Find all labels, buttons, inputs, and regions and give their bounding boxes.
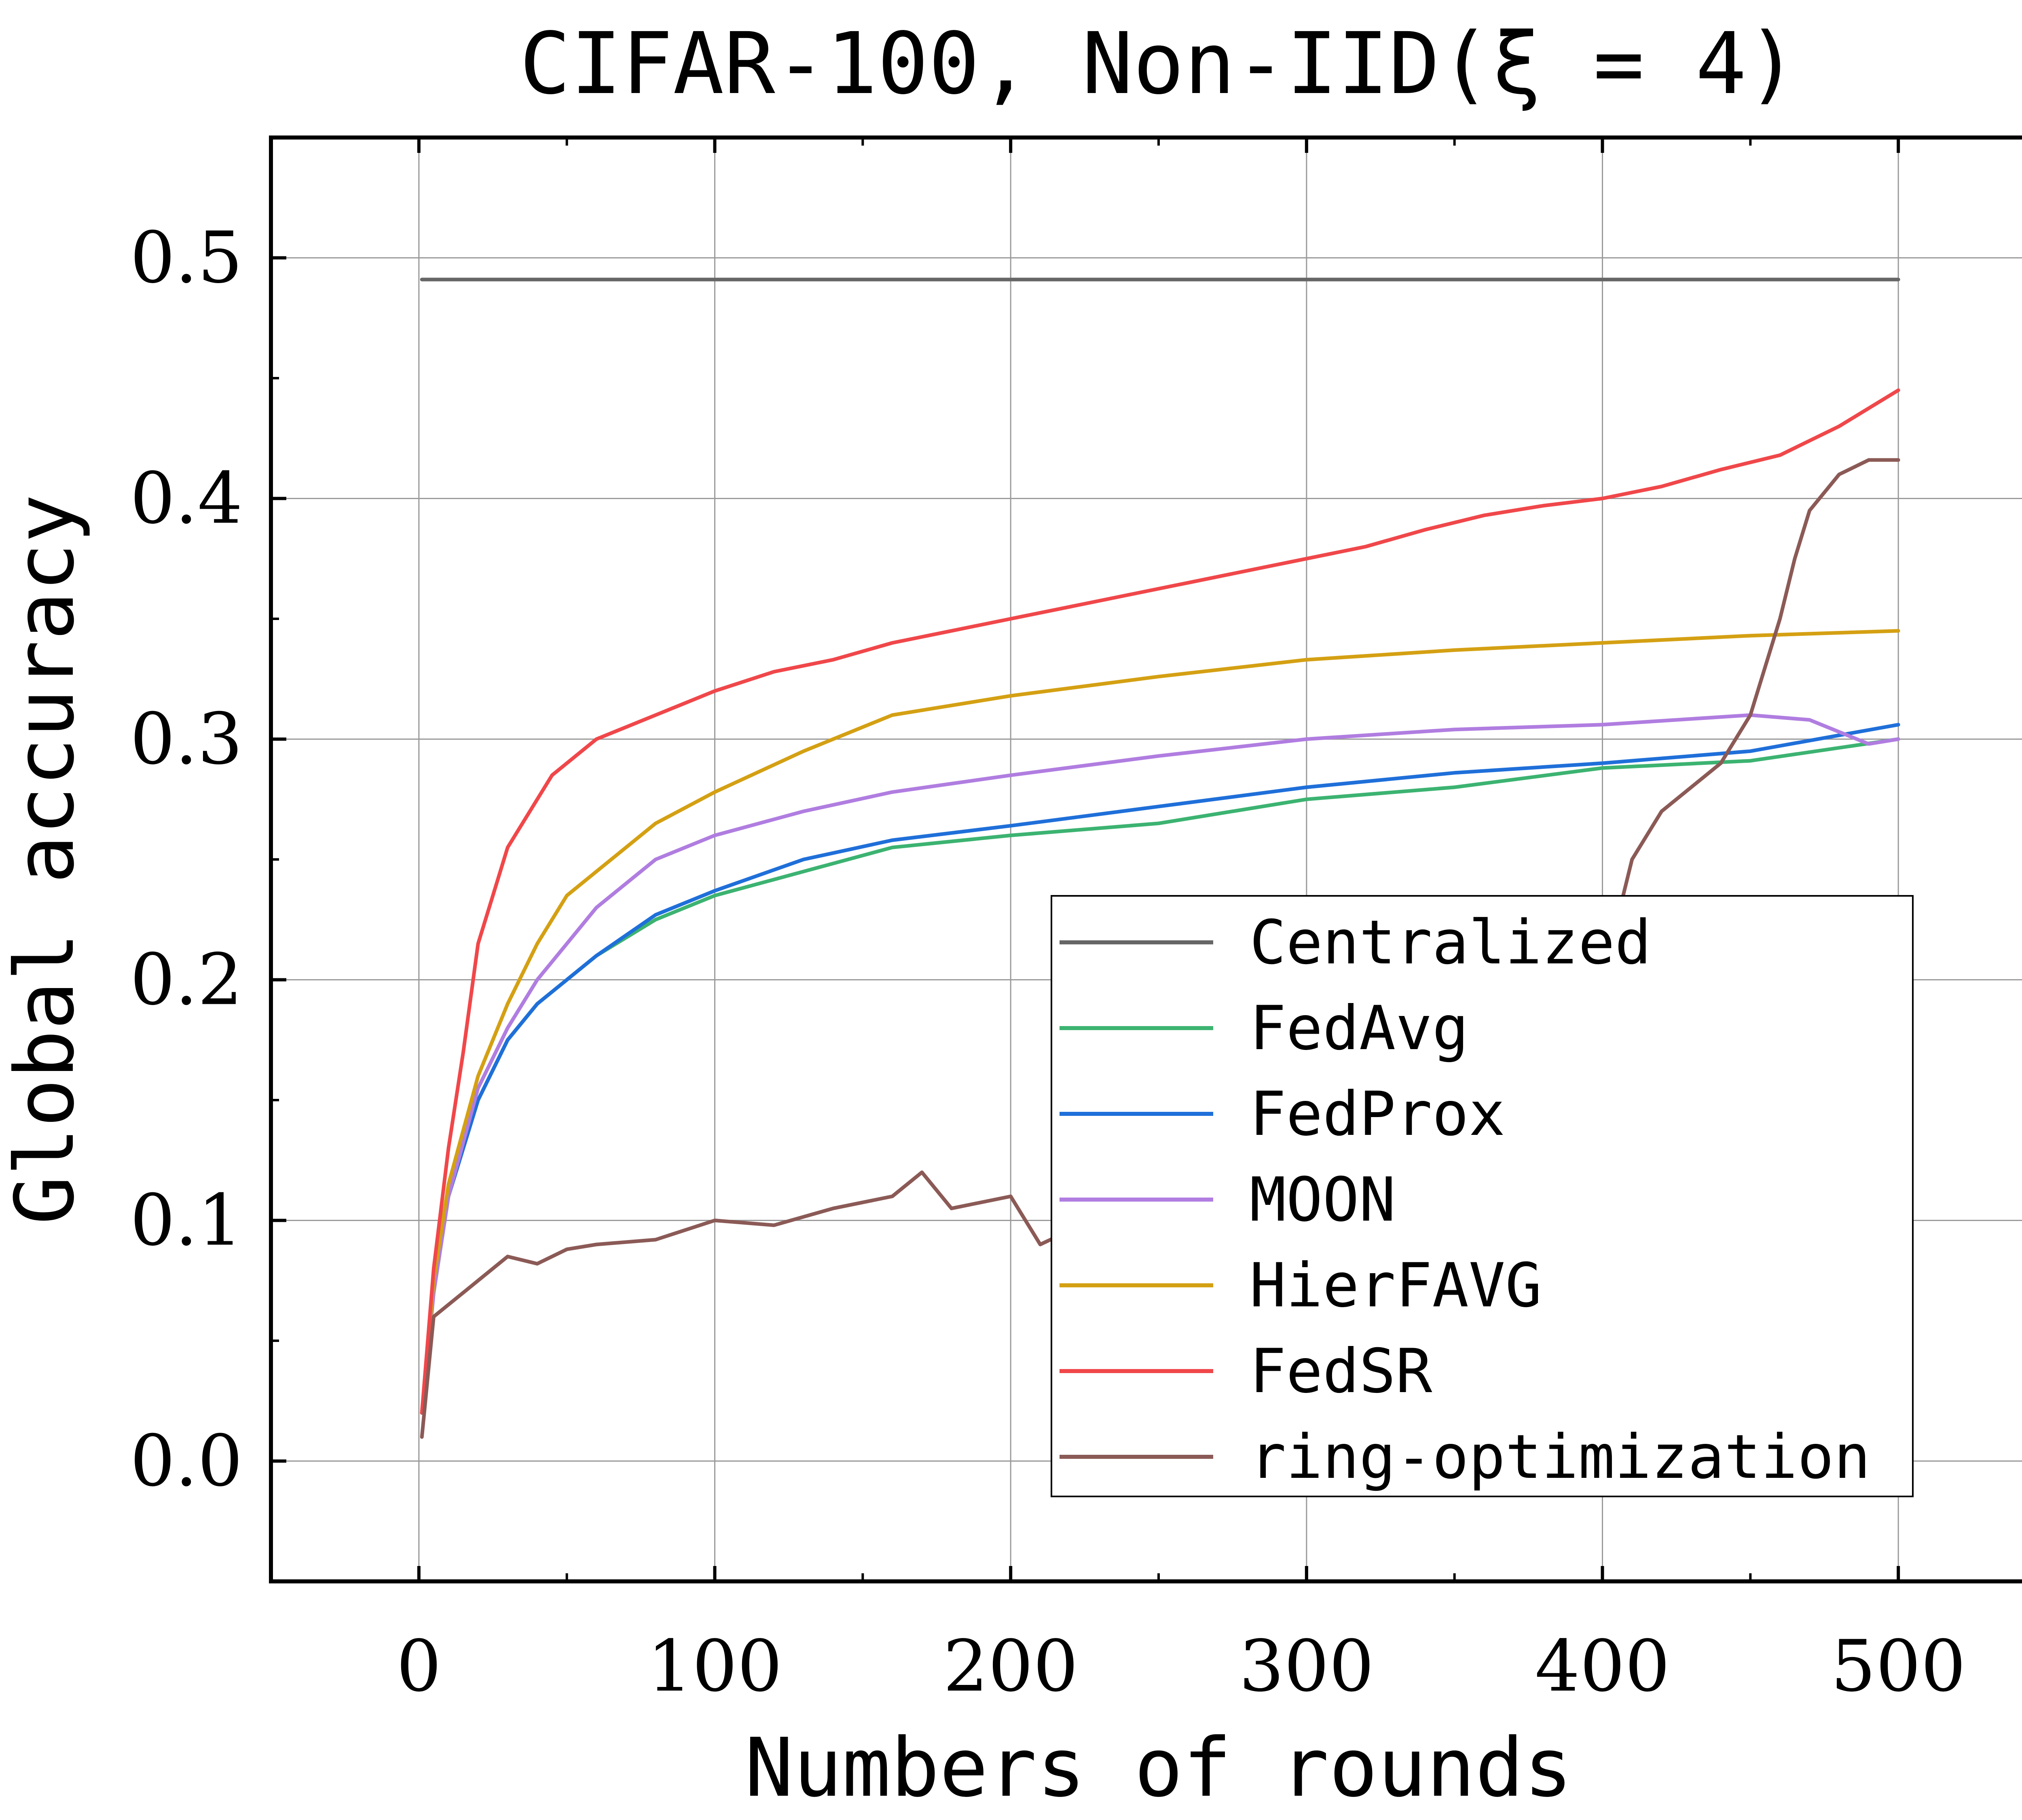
legend-label-fedprox: FedProx	[1250, 1079, 1505, 1149]
series-line-ring-optimization	[420, 458, 1900, 1439]
legend-label-fedavg: FedAvg	[1250, 993, 1469, 1064]
tick-labels: 0 100 200 300 400 500 0.0 0.1 0.2 0.3 0.4 0.5	[130, 217, 1966, 1708]
legend-label-fedsr: FedSR	[1250, 1336, 1432, 1407]
series-line-hierfavg	[420, 629, 1900, 1415]
y-tick-label: 0.0	[130, 1420, 243, 1503]
y-tick-label: 0.4	[130, 458, 243, 540]
series-line-moon	[420, 713, 1900, 1415]
x-tick-label: 200	[943, 1625, 1078, 1708]
y-tick-label: 0.2	[130, 939, 243, 1021]
series-layer	[420, 277, 1900, 1439]
series-line-fedsr	[420, 388, 1900, 1415]
x-tick-label: 0	[396, 1625, 441, 1708]
x-tick-label: 400	[1535, 1625, 1670, 1708]
legend: Centralized FedAvg FedProx MOON HierFAVG FedS…	[1051, 895, 1914, 1497]
x-tick-label: 300	[1239, 1625, 1374, 1708]
legend-label-ring-optimization: ring-optimization	[1250, 1422, 1870, 1492]
legend-label-hierfavg: HierFAVG	[1250, 1251, 1542, 1321]
legend-items: Centralized FedAvg FedProx MOON HierFAVG FedS…	[1060, 908, 1870, 1492]
y-tick-label: 0.5	[130, 217, 243, 299]
chart-title: CIFAR-100, Non-IID(ξ = 4)	[520, 14, 1798, 113]
x-tick-label: 500	[1831, 1625, 1966, 1708]
legend-box	[1051, 895, 1914, 1497]
ticks	[270, 136, 1900, 1583]
x-axis-label: Numbers of rounds	[745, 1721, 1573, 1815]
legend-label-centralized: Centralized	[1250, 908, 1651, 978]
y-tick-label: 0.1	[130, 1180, 243, 1262]
x-tick-label: 100	[647, 1625, 782, 1708]
legend-label-moon: MOON	[1250, 1165, 1396, 1235]
series-line-fedprox	[420, 723, 1900, 1415]
y-axis-label: Global accuracy	[0, 494, 92, 1225]
y-tick-label: 0.3	[130, 698, 243, 781]
